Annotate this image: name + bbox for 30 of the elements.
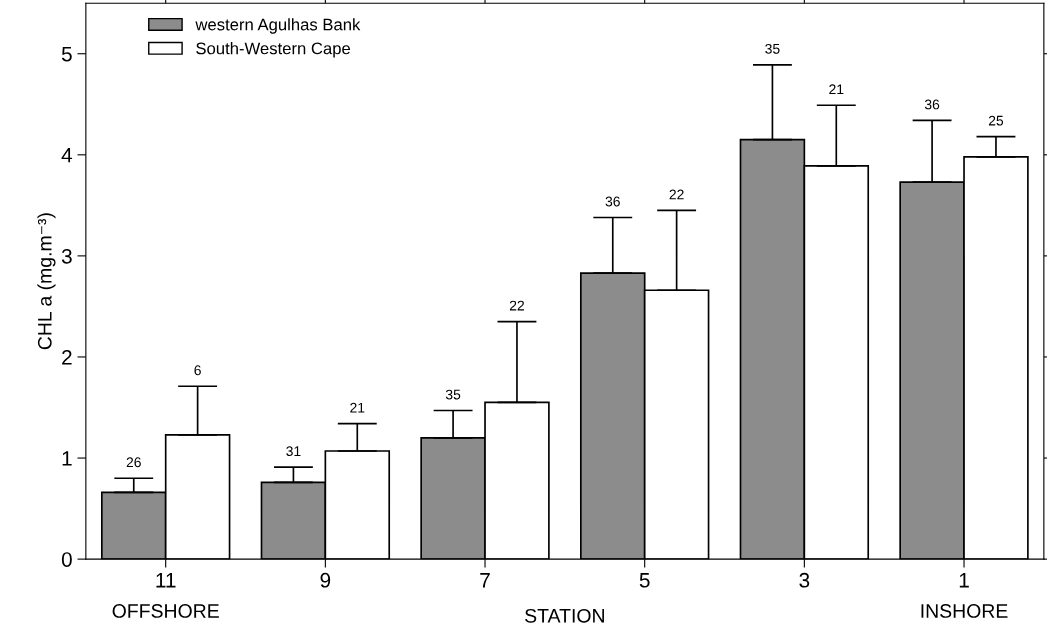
x-axis-title: STATION: [525, 608, 604, 623]
legend-label: western Agulhas Bank: [195, 18, 361, 34]
annotation: 35: [765, 43, 780, 54]
x-tick-label: 7: [480, 573, 490, 588]
y-tick-label: 5: [61, 46, 72, 62]
x-tick-label: 11: [156, 573, 176, 588]
annotation: 26: [126, 457, 141, 468]
y-tick-label: 4: [61, 148, 73, 163]
annotation: 22: [509, 300, 524, 311]
y-tick-label: 3: [61, 248, 72, 264]
annotation: 21: [829, 84, 844, 95]
text: OFFSHORE: [112, 604, 219, 618]
annotation: 21: [350, 402, 365, 413]
y-tick-label: 2: [62, 349, 72, 365]
x-tick-label: 1: [959, 573, 969, 588]
annotation: 31: [286, 446, 301, 457]
y-axis-title: CHL a (mg.m⁻³): [37, 213, 56, 350]
annotation: 36: [924, 99, 940, 110]
legend-label: South-Western Cape: [196, 42, 351, 58]
text: INSHORE: [921, 604, 1008, 618]
y-tick-label: 1: [62, 451, 72, 466]
annotation: 6: [194, 365, 201, 376]
y-tick-label: 0: [61, 552, 72, 567]
x-tick-label: 5: [639, 573, 650, 588]
x-tick-label: 9: [320, 572, 331, 588]
annotation: 25: [988, 115, 1004, 126]
x-tick-label: 3: [799, 572, 810, 588]
annotation: 35: [445, 389, 461, 400]
annotation: 22: [669, 189, 684, 200]
annotation: 36: [605, 196, 620, 207]
